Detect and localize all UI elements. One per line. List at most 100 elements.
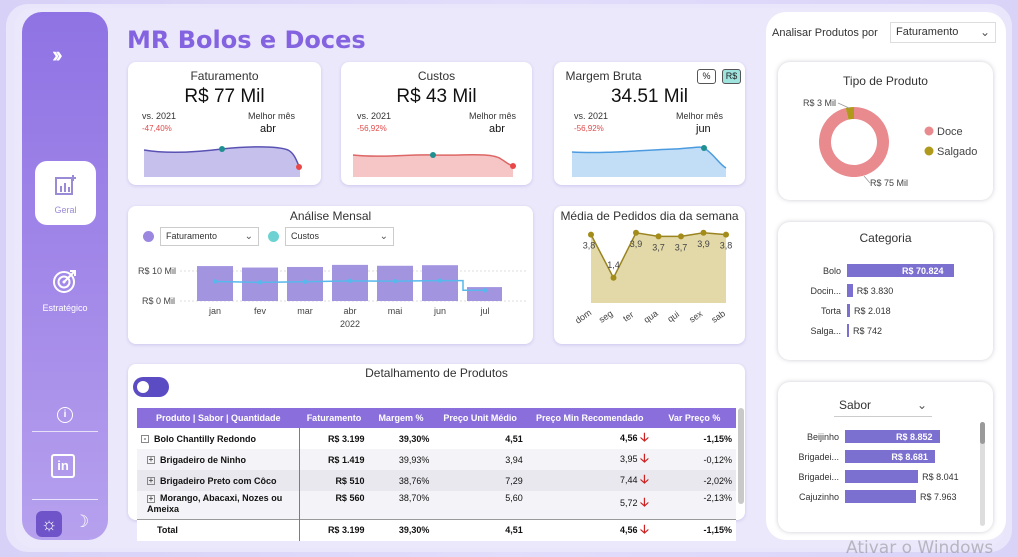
sabor-dropdown[interactable]: Sabor ⌄ — [834, 396, 932, 417]
custos-dropdown[interactable]: Custos ⌄ — [285, 227, 394, 246]
pie-slice-salgado[interactable] — [845, 107, 854, 120]
section-title: Tipo de Produto — [843, 74, 928, 88]
info-icon[interactable]: i — [57, 407, 73, 423]
analise-mensal-card: Análise Mensal Faturamento ⌄ Custos ⌄ R$ 1… — [128, 206, 533, 344]
moon-icon[interactable]: ☽ — [74, 512, 90, 531]
x-tick-label: qui — [665, 309, 681, 324]
chevron-down-icon: ⌄ — [916, 398, 927, 412]
point-pedidos[interactable] — [633, 229, 639, 236]
kpi-name: Faturamento — [190, 69, 259, 83]
point-custos[interactable] — [257, 280, 263, 285]
col-header[interactable]: Margem % — [368, 408, 434, 428]
legend-label: Doce — [937, 126, 963, 138]
kpi-card-custos: Custos R$ 43 Mil vs. 2021 -56,92% Melhor… — [341, 62, 532, 185]
point-pedidos[interactable] — [723, 231, 729, 238]
data-label: 3,9 — [630, 239, 643, 249]
col-header[interactable]: Var Preço % — [652, 408, 736, 428]
kpi-name: Custos — [417, 69, 456, 83]
watermark: Ativar o Windows — [846, 538, 994, 557]
kpi-vs-label: vs. 2021 — [357, 111, 392, 121]
bar-category-label: Cajuzinho — [798, 492, 839, 502]
legend-dot — [924, 146, 934, 156]
point-pedidos[interactable] — [655, 233, 662, 240]
toggle-switch[interactable] — [133, 377, 169, 397]
point-custos[interactable] — [482, 288, 488, 293]
divider — [32, 431, 98, 432]
data-label: 3,8 — [720, 241, 733, 251]
dropdown-value: Faturamento — [166, 231, 218, 241]
bar[interactable] — [847, 264, 954, 277]
point-custos[interactable] — [347, 278, 353, 284]
faturamento-dropdown[interactable]: Faturamento ⌄ — [160, 227, 259, 246]
table-row[interactable]: + Morango, Abacaxi, Nozes ou Ameixa R$ 56… — [137, 491, 736, 519]
bar[interactable] — [847, 304, 851, 317]
x-tick-label: jan — [208, 306, 221, 316]
col-header[interactable]: Preço Min Recomendado — [526, 408, 653, 428]
kpi-vs-value: -56,92% — [357, 124, 387, 133]
bar-faturamento[interactable] — [422, 265, 458, 301]
kpi-best-label: Melhor mês — [676, 111, 724, 121]
chevron-down-icon: ⌄ — [979, 25, 990, 39]
kpi-sparkline — [143, 146, 302, 177]
kpi-best-value: jun — [696, 123, 711, 135]
data-label: 3,7 — [675, 242, 688, 252]
kpi-card-margem: Margem Bruta % R$ 34.51 Mil vs. 2021 -56… — [554, 62, 745, 185]
area-fill — [591, 232, 726, 303]
report-icon — [35, 174, 96, 201]
collapse-icon[interactable]: - — [141, 435, 149, 444]
table-row[interactable]: + Brigadeiro Preto com Côco R$ 510 38,76% 7… — [137, 470, 736, 491]
point-custos[interactable] — [392, 278, 398, 284]
slice-label: R$ 3 Mil — [803, 98, 836, 108]
point-pedidos[interactable] — [610, 274, 617, 281]
divider — [32, 499, 98, 500]
point-custos[interactable] — [212, 279, 218, 284]
bar-faturamento[interactable] — [287, 266, 323, 301]
expand-icon[interactable]: + — [147, 476, 155, 486]
section-title: Categoria — [859, 231, 912, 245]
chevron-down-icon: ⌄ — [379, 231, 388, 242]
target-icon — [22, 268, 108, 299]
col-header[interactable]: Faturamento — [299, 408, 369, 428]
bar[interactable] — [847, 324, 849, 337]
bar[interactable] — [845, 430, 940, 443]
weekday-chart: 3,8 dom 1,4 seg 3,9 ter 3,7 qua 3,7 qui 3,9 sex 3,8 s… — [573, 229, 733, 326]
sidebar-item-label: Estratégico — [42, 303, 88, 313]
bar-category-label: Torta — [820, 306, 841, 316]
col-header[interactable]: Produto | Sabor | Quantidade — [137, 408, 300, 428]
expand-icon[interactable]: + — [147, 493, 155, 503]
scrollbar[interactable] — [738, 408, 744, 504]
point-custos[interactable] — [302, 279, 308, 284]
expand-icon[interactable]: + — [147, 455, 155, 465]
section-title: Média de Pedidos dia da semana — [560, 209, 739, 223]
sidebar-item-estrategico[interactable]: Estratégico — [22, 268, 108, 313]
pie-slice-doce[interactable] — [819, 107, 889, 177]
bar-faturamento[interactable] — [377, 265, 413, 301]
scrollbar[interactable] — [980, 422, 985, 526]
sun-icon[interactable]: ☼ — [36, 511, 62, 537]
bar[interactable] — [845, 470, 919, 483]
kpi-sparkline — [352, 152, 516, 177]
bar[interactable] — [845, 490, 917, 503]
x-tick-label: sab — [709, 308, 727, 325]
kpi-vs-value: -56,92% — [574, 124, 604, 133]
point-custos[interactable] — [437, 278, 443, 283]
kpi-card-faturamento: Faturamento R$ 77 Mil vs. 2021 -47,40% M… — [128, 62, 321, 185]
bar[interactable] — [845, 450, 936, 463]
point-pedidos[interactable] — [700, 229, 707, 236]
point-pedidos[interactable] — [678, 233, 684, 240]
bar[interactable] — [847, 284, 853, 297]
section-title: Detalhamento de Produtos — [365, 366, 508, 380]
analisar-dropdown[interactable]: Faturamento ⌄ — [890, 22, 996, 43]
x-tick-label: mar — [297, 306, 313, 316]
table-row[interactable]: - Bolo Chantilly Redondo R$ 3.199 39,30% 4,… — [137, 428, 736, 449]
arrow-down-icon: 🡣 — [640, 521, 649, 536]
sidebar-item-geral[interactable]: Geral — [35, 161, 96, 225]
toggle-rs-button[interactable]: R$ — [722, 69, 741, 84]
toggle-pct-button[interactable]: % — [697, 69, 716, 84]
point-pedidos[interactable] — [588, 231, 594, 238]
col-header[interactable]: Preço Unit Médio — [433, 408, 527, 428]
expand-icon[interactable]: ›› — [52, 42, 62, 67]
table-row[interactable]: + Brigadeiro de Ninho R$ 1.419 39,93% 3,94 … — [137, 449, 736, 470]
linkedin-icon[interactable]: in — [51, 454, 75, 478]
bar-value-label: R$ 742 — [853, 326, 883, 336]
